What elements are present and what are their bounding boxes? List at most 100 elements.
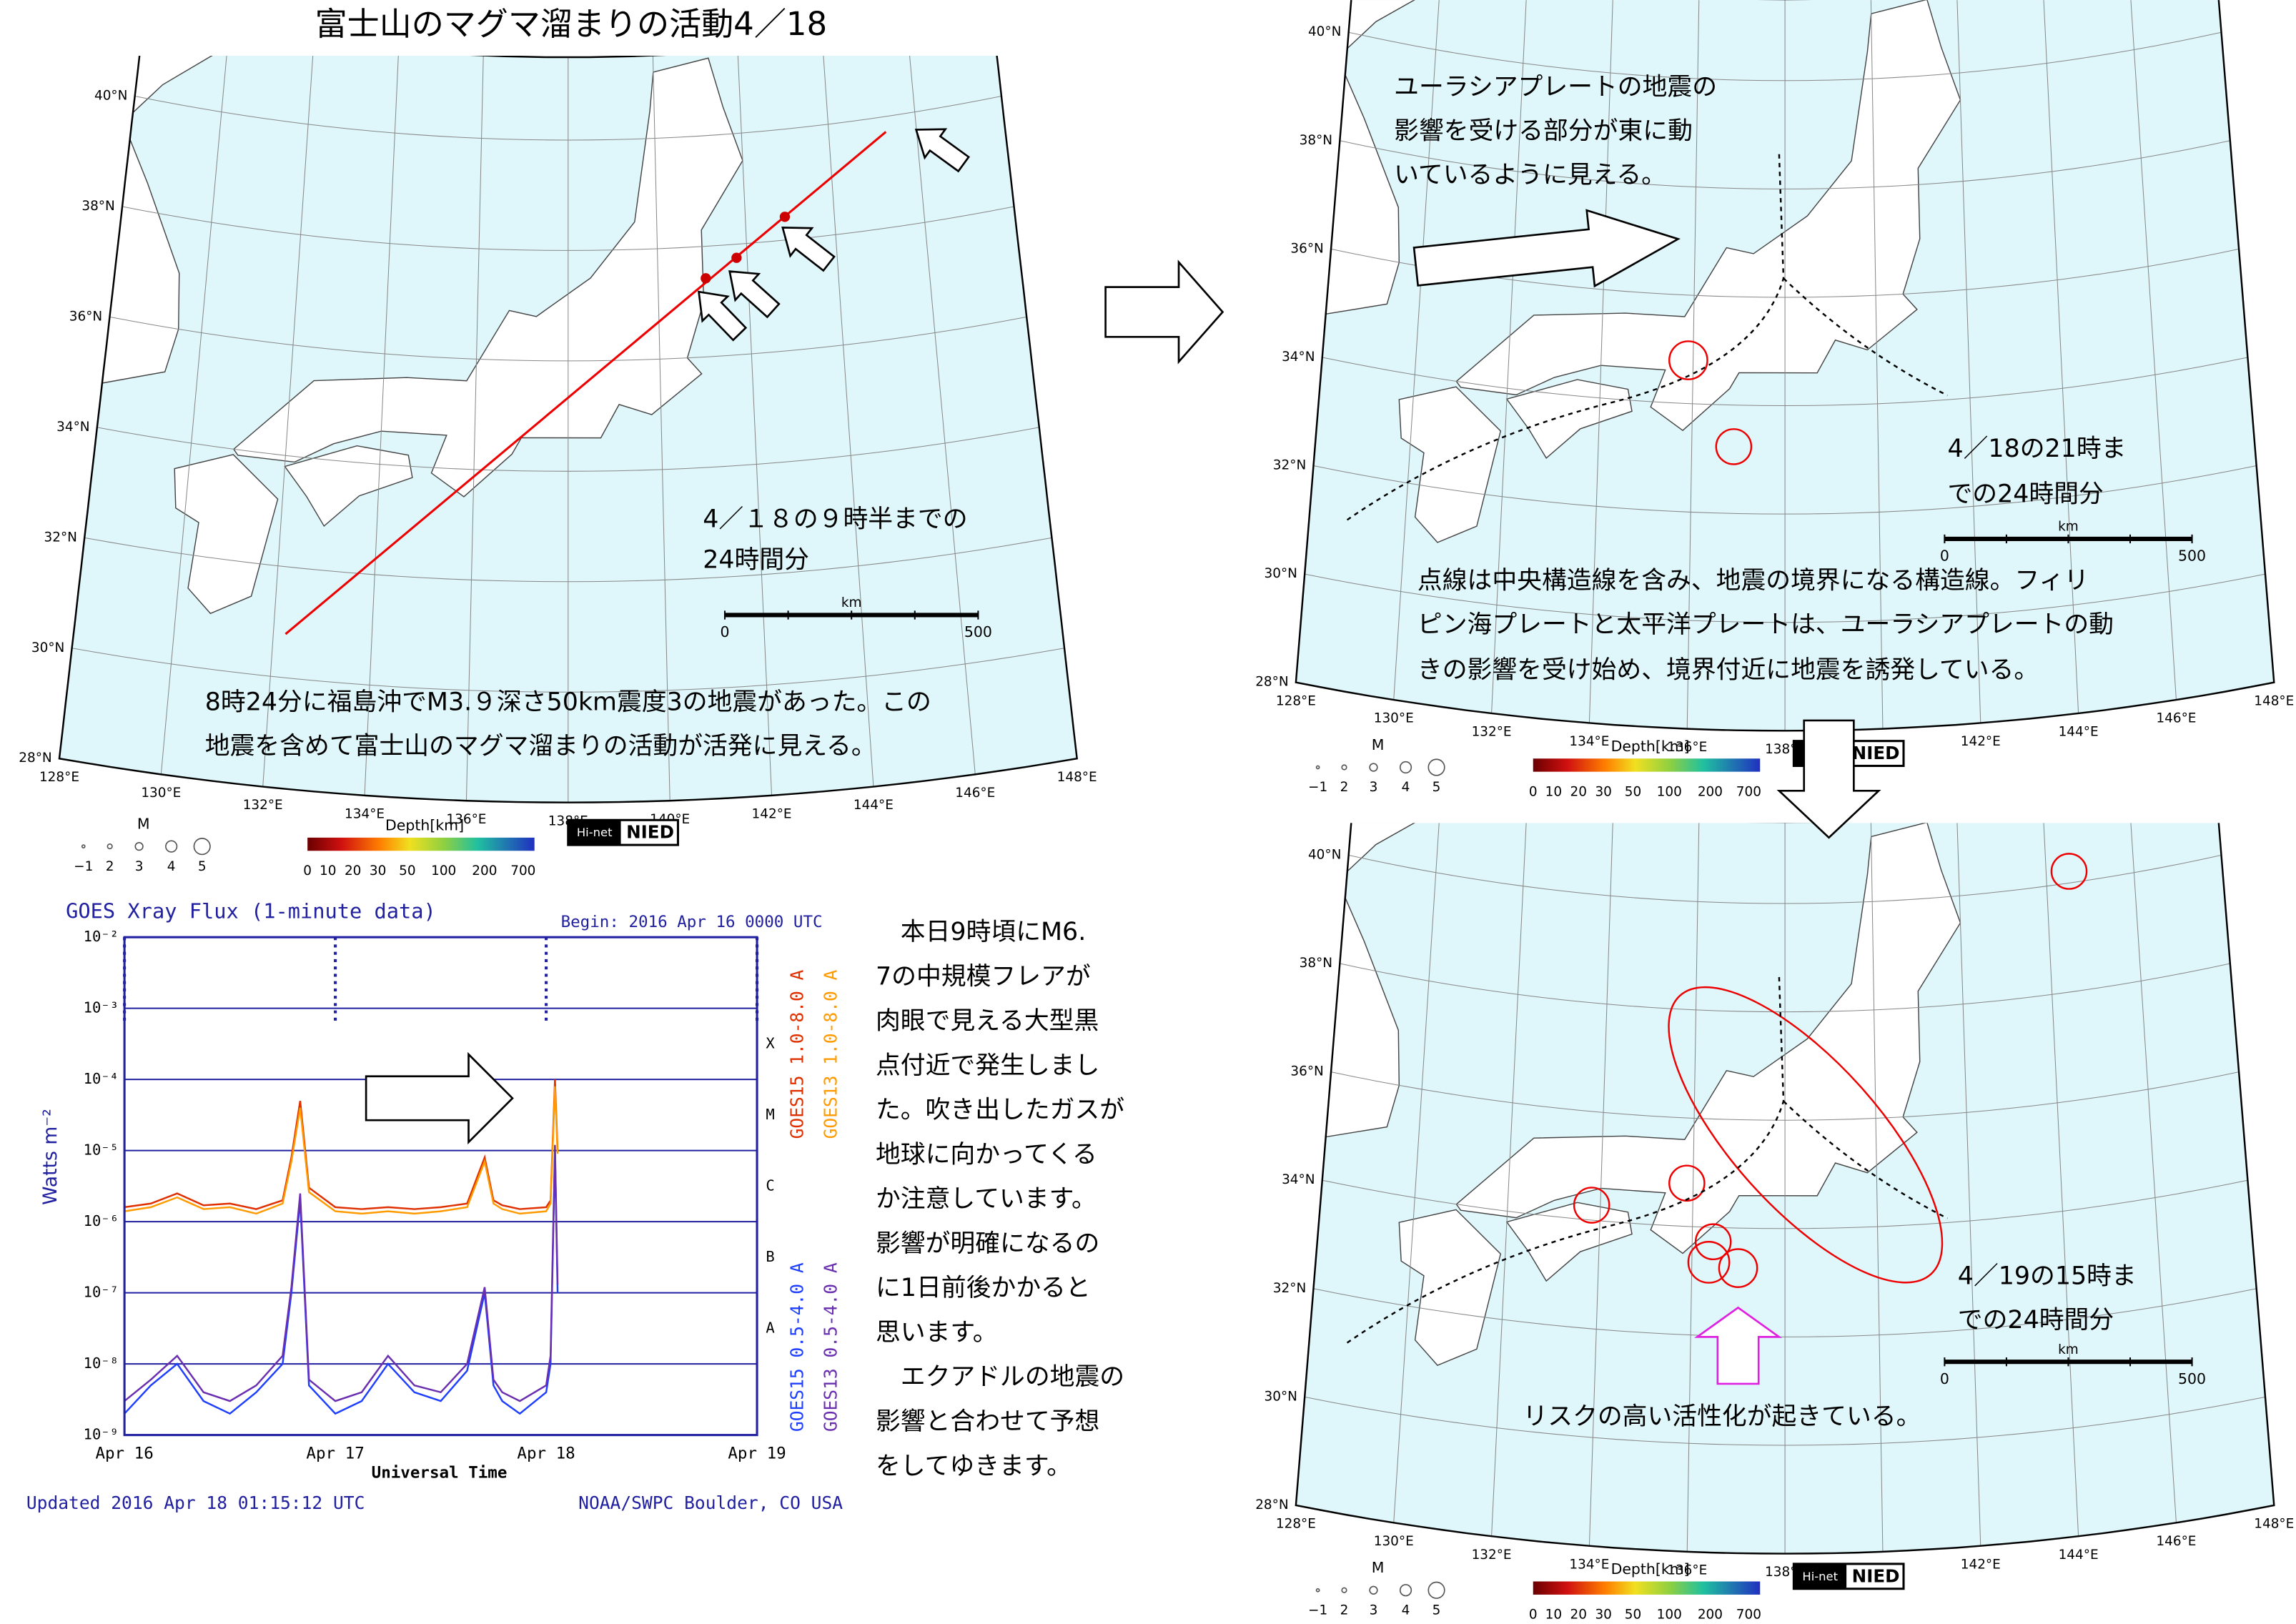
depth-tick: 700 (1736, 784, 1761, 799)
lat-label: 32°N (1273, 458, 1306, 473)
depth-tick: 20 (1570, 784, 1587, 799)
map-note: 点線は中央構造線を含み、地震の境界になる構造線。フィリ (1417, 566, 2089, 595)
logo-black (1793, 1563, 1847, 1589)
map-note: での24時間分 (1947, 480, 2103, 509)
legend-size (1341, 1587, 1347, 1593)
map-note: 8時24分に福島沖でM3.９深さ50km震度3の地震があった。この (205, 688, 931, 716)
lat-label: 38°N (81, 199, 114, 214)
highlight-circle (1668, 1164, 1706, 1202)
logo-hinet: Hi-net (577, 826, 613, 839)
lat-label: 32°N (44, 530, 77, 545)
x-tick-label: Apr 18 (517, 1445, 575, 1463)
lon-label: 142°E (1961, 1557, 2001, 1572)
logo-nied: NIED (1852, 1565, 1900, 1586)
y-tick-label: 10⁻⁵ (84, 1142, 119, 1159)
lon-label: 128°E (1276, 1517, 1316, 1532)
depth-tick: 10 (1545, 784, 1562, 799)
flare-class: A (766, 1319, 774, 1336)
parallel (97, 427, 1039, 472)
lat-label: 30°N (31, 640, 64, 655)
lon-label: 132°E (1472, 725, 1512, 740)
lat-label: 32°N (1273, 1281, 1306, 1296)
side-text: 影響と合わせて予想 (876, 1407, 1099, 1436)
legend-size-label: −1 (74, 859, 93, 874)
side-text: 点付近で発生しまし (876, 1051, 1099, 1080)
meridian (737, 55, 773, 796)
meridian (1686, 0, 1700, 729)
map-note: きの影響を受け始め、境界付近に地震を誘発している。 (1417, 655, 2039, 684)
flare-class: C (766, 1177, 774, 1194)
lon-label: 136°E (446, 812, 486, 827)
depth-bar (307, 837, 535, 851)
y-tick-label: 10⁻⁹ (84, 1426, 119, 1443)
highlight-circle (1573, 1187, 1610, 1224)
scale-end: 500 (964, 623, 992, 640)
lat-label: 34°N (56, 420, 89, 435)
flux-line (124, 1086, 559, 1215)
logo-black (568, 820, 621, 846)
meridian (1491, 823, 1528, 1537)
meridian (2128, 823, 2177, 1523)
legend-size (107, 843, 113, 850)
legend-size-label: 2 (1340, 1603, 1349, 1618)
meridian (2042, 823, 2079, 1537)
scale-start: 0 (1940, 1370, 1949, 1387)
legend-size-label: 4 (1402, 1603, 1410, 1618)
side-text: をしてゆきます。 (876, 1452, 1072, 1480)
plot-frame (123, 936, 758, 1437)
arrow (1694, 1306, 1783, 1385)
land (284, 445, 413, 528)
arrow (781, 227, 836, 272)
legend-size-label: 2 (106, 859, 114, 874)
land (1455, 823, 1961, 1254)
y-axis-label: Watts m⁻² (39, 1109, 61, 1205)
map-clip (58, 55, 1079, 803)
legend-m-title: M (137, 815, 150, 832)
arrow (1104, 259, 1224, 365)
lat-label: 40°N (1308, 24, 1341, 39)
map-note: 4／19の15時ま (1958, 1262, 2137, 1290)
lat-label: 28°N (1255, 1497, 1288, 1512)
depth-tick: 10 (320, 863, 336, 878)
parallel (1348, 31, 2222, 81)
meridian (1393, 0, 1442, 700)
chart-title: GOES Xray Flux (1-minute data) (66, 898, 436, 923)
map-note: いているように見える。 (1394, 161, 1666, 189)
footer-right: NOAA/SWPC Boulder, CO USA (578, 1492, 843, 1513)
highlight-circle (2050, 853, 2088, 890)
lon-label: 148°E (2254, 693, 2294, 708)
depth-tick: 0 (303, 863, 312, 878)
highlight-circle (1715, 428, 1753, 465)
map-note: 24時間分 (703, 546, 809, 575)
event (731, 252, 742, 263)
legend-size (1341, 764, 1347, 771)
lat-label: 30°N (1265, 1389, 1297, 1404)
legend-size (134, 841, 144, 851)
legend-depth-title: Depth[km] (1611, 1560, 1690, 1578)
lon-label: 130°E (1374, 711, 1414, 726)
side-text: 肉眼で見える大型黒 (876, 1007, 1099, 1036)
land (1455, 0, 1961, 432)
legend-size (1399, 1584, 1412, 1597)
highlight-circle (1694, 1223, 1732, 1261)
highlight-ellipse (1668, 986, 1944, 1284)
scale-start: 0 (720, 623, 729, 640)
legend-entry: GOES13 0.5-4.0 A (821, 1262, 841, 1432)
map-panel: 28°N 30°N 32°N 34°N 36°N 38°N 40°N 128°E 130°E 13… (1255, 0, 2294, 757)
y-tick-label: 10⁻⁶ (84, 1212, 119, 1229)
x-tick-label: Apr 17 (306, 1445, 364, 1463)
lon-label: 146°E (2156, 1534, 2196, 1549)
lon-label: 148°E (1057, 770, 1097, 785)
legend-size-label: 4 (1402, 780, 1410, 795)
meridian (1491, 0, 1528, 713)
flare-class: B (766, 1248, 774, 1265)
legend-size (1315, 1588, 1320, 1593)
lat-label: 28°N (1255, 675, 1288, 690)
lon-label: 142°E (1961, 734, 2001, 749)
legend-entry: GOES13 1.0-8.0 A (821, 969, 841, 1139)
chart-subtitle: Begin: 2016 Apr 16 0000 UTC (561, 913, 823, 931)
legend-m-title: M (1372, 736, 1385, 753)
legend-size-label: 5 (1432, 780, 1441, 795)
meridian (822, 55, 874, 787)
map-area (59, 55, 1077, 803)
